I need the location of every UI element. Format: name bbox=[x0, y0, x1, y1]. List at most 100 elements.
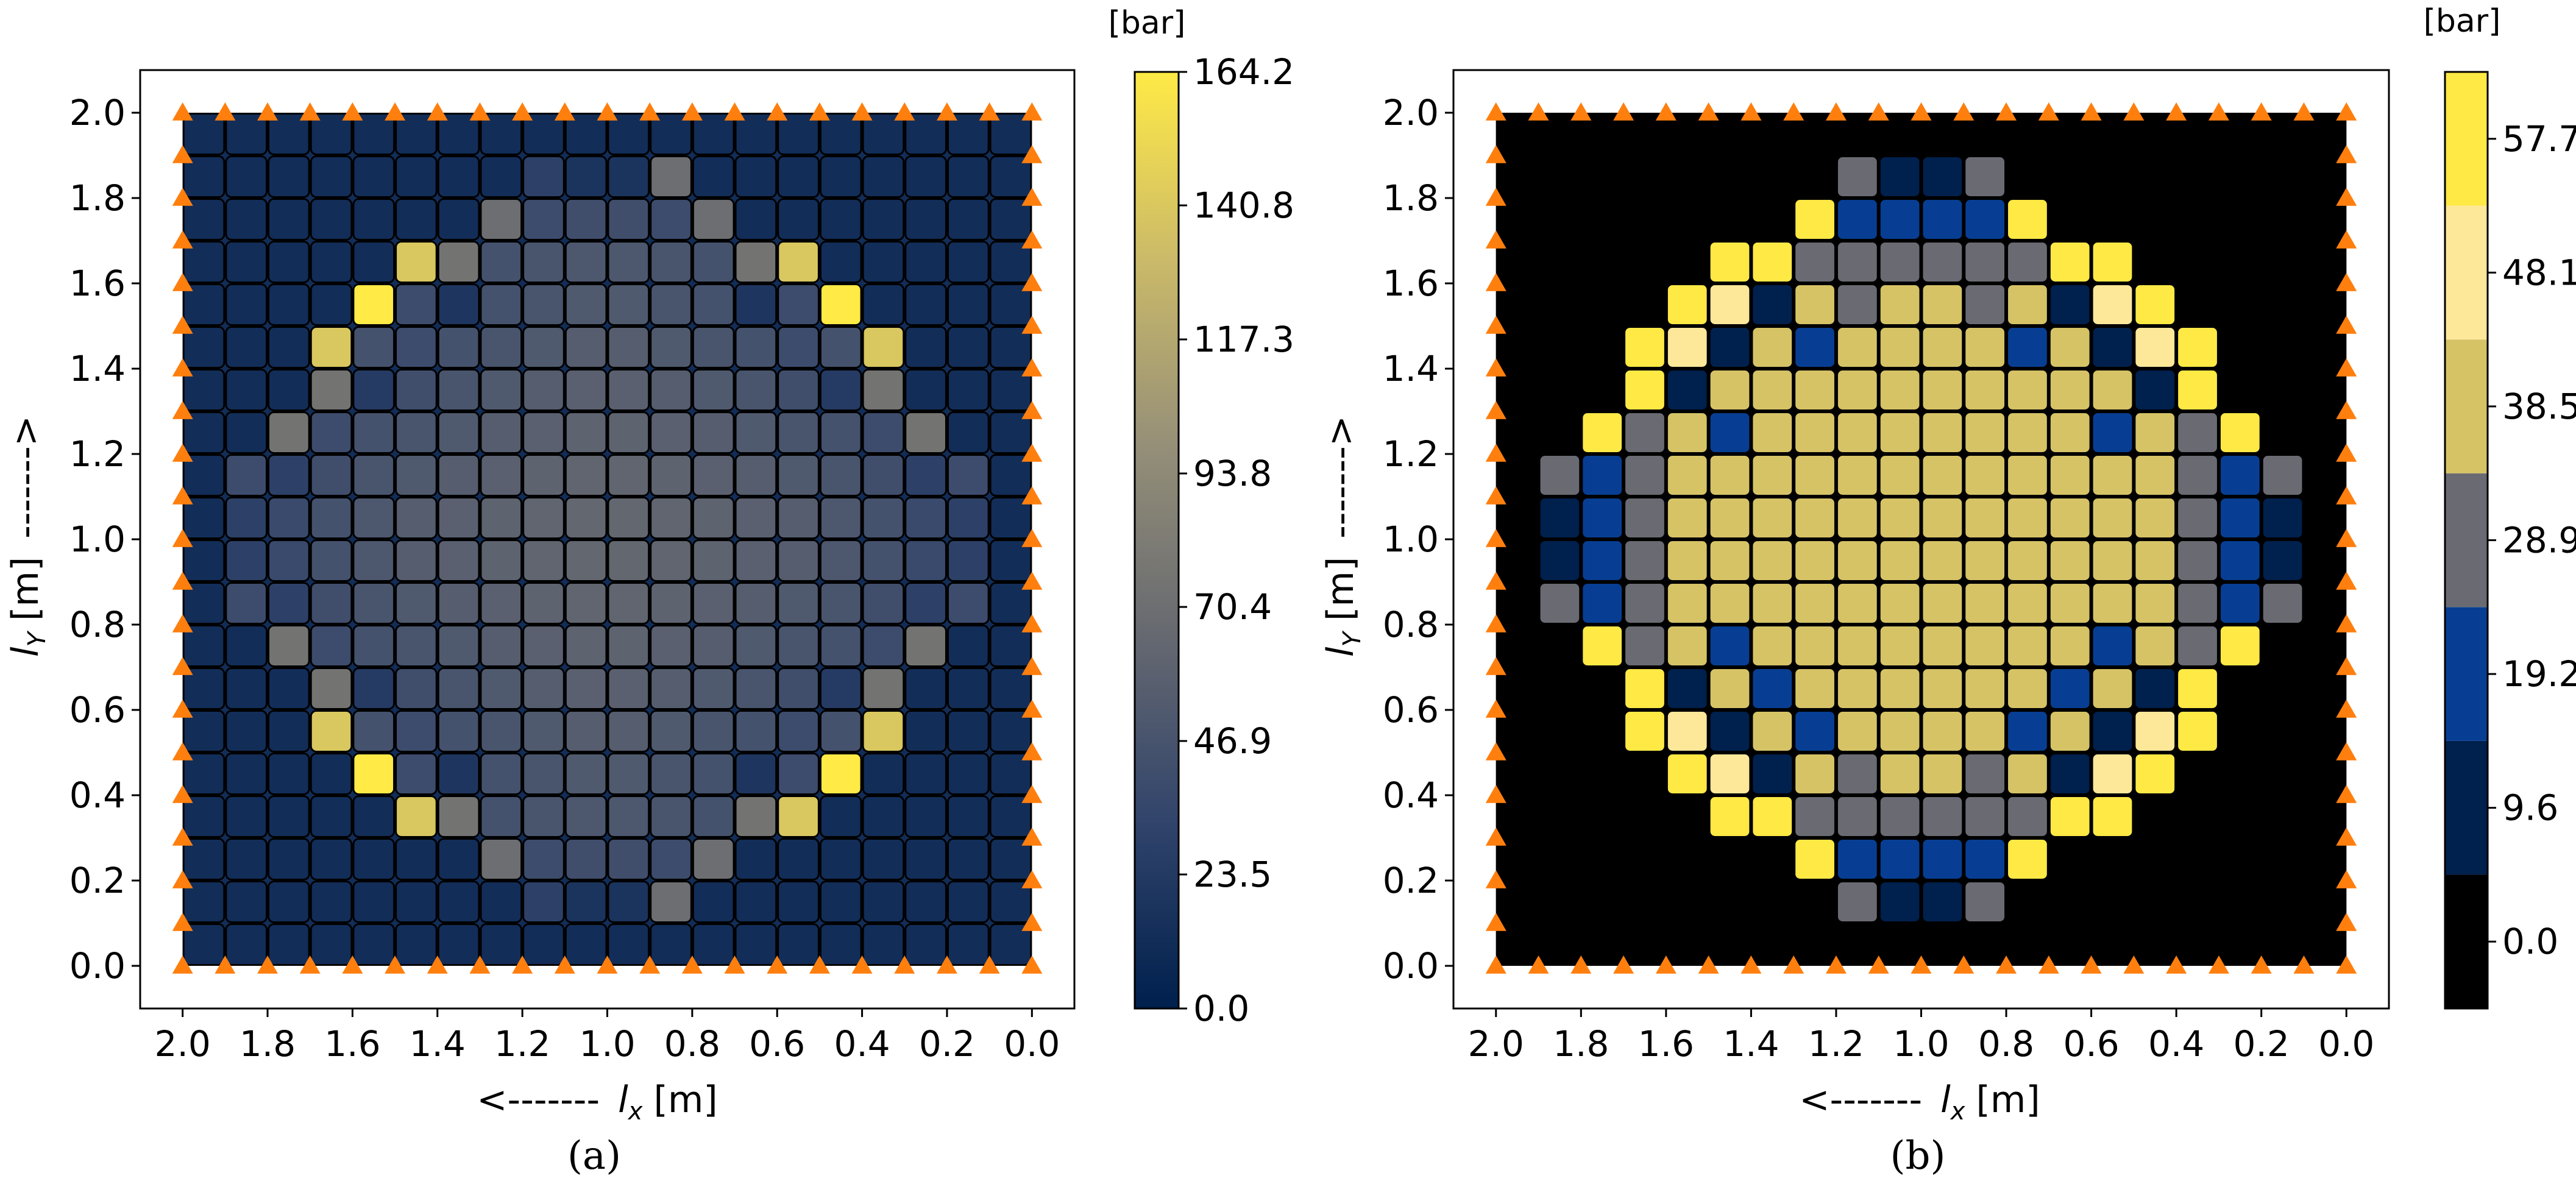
heatmap-cell bbox=[862, 155, 905, 198]
heatmap-cell bbox=[650, 454, 692, 497]
heatmap-cell bbox=[2091, 497, 2134, 539]
support-marker bbox=[1698, 102, 1719, 121]
heatmap-cell bbox=[225, 497, 268, 539]
heatmap-cell bbox=[1836, 710, 1879, 753]
heatmap-cell bbox=[2134, 753, 2177, 795]
heatmap-cell bbox=[352, 795, 396, 838]
colorbar-ticks-a: 164.2 140.8 117.3 93.8 70.4 46.9 23.5 0.0 bbox=[1179, 51, 1294, 1029]
support-marker bbox=[172, 145, 193, 163]
heatmap-cell bbox=[1666, 411, 1709, 454]
heatmap-cell bbox=[1836, 283, 1879, 326]
heatmap-cell bbox=[480, 155, 523, 198]
heatmap-cell bbox=[2218, 795, 2262, 838]
heatmap-cell bbox=[1538, 539, 1581, 582]
heatmap-cell bbox=[480, 454, 523, 497]
heatmap-cell bbox=[1964, 838, 2007, 881]
heatmap-cell bbox=[777, 838, 820, 881]
y-axis-label-a: lY[m]-------> bbox=[4, 416, 51, 657]
heatmap-cell bbox=[437, 241, 480, 283]
heatmap-cell bbox=[607, 881, 650, 923]
heatmap-cell bbox=[1921, 795, 1964, 838]
heatmap-cell bbox=[989, 923, 1032, 966]
heatmap-cell bbox=[395, 923, 438, 966]
support-marker bbox=[257, 102, 279, 121]
heatmap-cell bbox=[522, 539, 565, 582]
heatmap-cell bbox=[1794, 113, 1836, 155]
support-marker bbox=[1570, 102, 1592, 121]
heatmap-cell bbox=[1751, 369, 1794, 411]
heatmap-cell bbox=[734, 625, 778, 667]
support-marker bbox=[1021, 913, 1043, 931]
heatmap-cell bbox=[1751, 710, 1794, 753]
support-marker bbox=[724, 955, 745, 974]
heatmap-cell bbox=[650, 411, 692, 454]
heatmap-cell bbox=[650, 625, 692, 667]
heatmap-cell bbox=[1623, 881, 1666, 923]
support-marker bbox=[469, 955, 491, 974]
heatmap-cell bbox=[268, 667, 310, 710]
heatmap-cell bbox=[734, 326, 778, 369]
heatmap-cell bbox=[2261, 539, 2304, 582]
heatmap-cell bbox=[437, 753, 480, 795]
heatmap-cell bbox=[2176, 667, 2219, 710]
y-tick-label: 1.2 bbox=[1383, 433, 1439, 475]
heatmap-cell bbox=[395, 838, 438, 881]
heatmap-cell bbox=[2176, 625, 2219, 667]
heatmap-cell bbox=[352, 326, 396, 369]
heatmap-cell bbox=[692, 369, 735, 411]
y-tick-label: 1.4 bbox=[1383, 348, 1439, 389]
heatmap-cell bbox=[480, 923, 523, 966]
heatmap-cell bbox=[182, 454, 225, 497]
heatmap-cell bbox=[904, 326, 947, 369]
heatmap-cell bbox=[1581, 326, 1624, 369]
support-marker bbox=[1996, 955, 2017, 974]
heatmap-cell bbox=[395, 113, 438, 155]
heatmap-cell bbox=[1794, 539, 1836, 582]
support-marker bbox=[2336, 444, 2357, 462]
heatmap-cell bbox=[989, 582, 1032, 625]
heatmap-cell bbox=[989, 838, 1032, 881]
heatmap-cell bbox=[352, 198, 396, 241]
x-tick-label: 1.0 bbox=[1893, 1023, 1949, 1065]
heatmap-cell bbox=[2134, 667, 2177, 710]
heatmap-cell bbox=[2048, 411, 2092, 454]
support-marker bbox=[1570, 955, 1592, 974]
heatmap-cell bbox=[310, 582, 353, 625]
heatmap-cell bbox=[1751, 667, 1794, 710]
support-marker bbox=[512, 955, 533, 974]
heatmap-cell bbox=[522, 497, 565, 539]
heatmap-cell bbox=[734, 198, 778, 241]
support-marker bbox=[342, 955, 363, 974]
heatmap-cell bbox=[1836, 198, 1879, 241]
heatmap-cell bbox=[2048, 838, 2092, 881]
heatmap-cell bbox=[1623, 454, 1666, 497]
heatmap-cell bbox=[2176, 881, 2219, 923]
heatmap-cell bbox=[650, 113, 692, 155]
heatmap-cell bbox=[862, 283, 905, 326]
heatmap-cell bbox=[650, 155, 692, 198]
heatmap-cell bbox=[522, 198, 565, 241]
heatmap-cell bbox=[1623, 923, 1666, 966]
heatmap-cell bbox=[310, 795, 353, 838]
colorbar-ticks-b: 0.0 9.6 19.2 28.9 38.5 48.1 57.7 bbox=[2488, 118, 2576, 962]
heatmap-cell bbox=[650, 795, 692, 838]
support-marker bbox=[1953, 955, 1975, 974]
heatmap-cell bbox=[1581, 454, 1624, 497]
support-marker bbox=[1021, 316, 1043, 334]
heatmap-cell bbox=[2304, 198, 2347, 241]
heatmap-cell bbox=[225, 155, 268, 198]
heatmap-cell bbox=[904, 710, 947, 753]
heatmap-cell bbox=[1666, 198, 1709, 241]
heatmap-cell bbox=[1538, 113, 1581, 155]
heatmap-cell bbox=[946, 795, 990, 838]
colorbar-tick-label: 23.5 bbox=[1193, 854, 1272, 895]
heatmap-cell bbox=[2176, 283, 2219, 326]
support-marker bbox=[2166, 102, 2187, 121]
support-marker bbox=[979, 102, 1000, 121]
heatmap-cell bbox=[182, 923, 225, 966]
colorbar-segment bbox=[2445, 607, 2488, 741]
heatmap-cell bbox=[946, 923, 990, 966]
heatmap-cell bbox=[1538, 369, 1581, 411]
y-tick-label: 0.0 bbox=[69, 945, 126, 987]
heatmap-cell bbox=[946, 625, 990, 667]
